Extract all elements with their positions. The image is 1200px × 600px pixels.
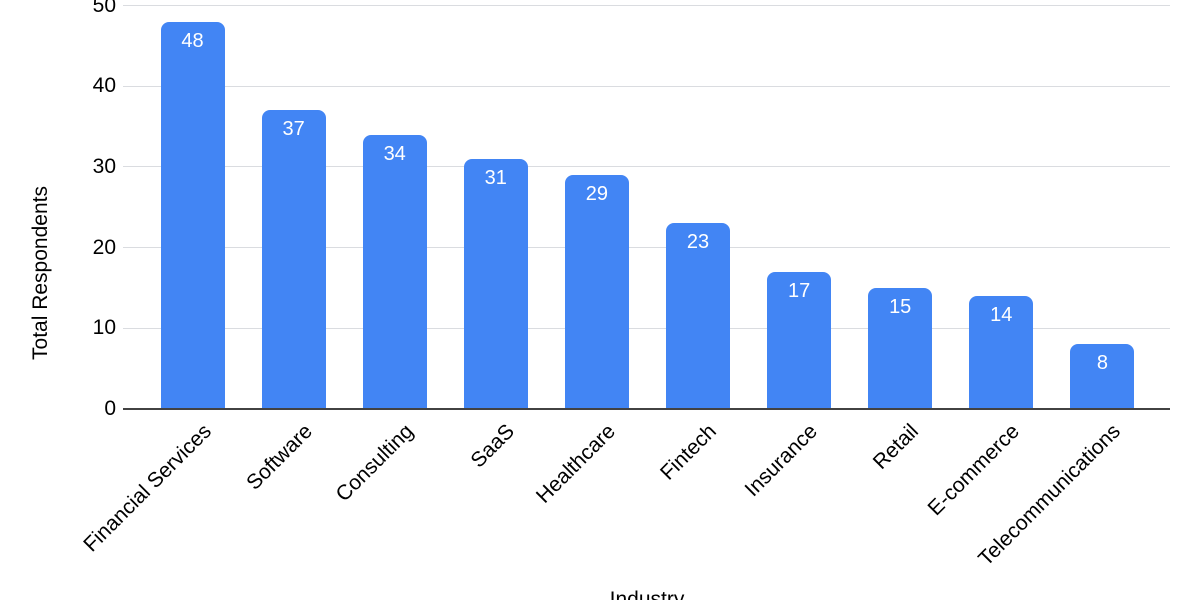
x-tick-label: Insurance xyxy=(740,419,823,502)
x-tick-label: E-commerce xyxy=(923,419,1025,521)
bar-value-label: 8 xyxy=(1096,352,1108,375)
x-tick-label: SaaS xyxy=(466,419,519,473)
bar-value-label: 29 xyxy=(585,182,609,205)
y-axis-title: Total Respondents xyxy=(29,186,52,360)
gridline xyxy=(123,327,1170,329)
bar-value-label: 15 xyxy=(889,295,912,318)
x-tick-label: Software xyxy=(241,419,317,495)
bar-value-label: 48 xyxy=(181,29,204,52)
bar: 48 xyxy=(160,21,225,409)
x-tick-label: Retail xyxy=(868,419,924,474)
gridline xyxy=(123,247,1170,249)
y-tick-label: 20 xyxy=(92,235,116,259)
bar: 8 xyxy=(1070,344,1135,409)
bar-value-label: 34 xyxy=(383,142,406,165)
bar: 23 xyxy=(666,223,730,409)
bar-value-label: 31 xyxy=(484,166,507,189)
y-tick-label: 30 xyxy=(92,154,116,178)
bar: 29 xyxy=(564,174,629,409)
bar: 37 xyxy=(261,110,326,409)
bar: 15 xyxy=(868,287,933,409)
bar: 14 xyxy=(969,296,1034,409)
bar-value-label: 37 xyxy=(282,118,305,141)
x-tick-label: Financial Services xyxy=(78,419,216,557)
bar-value-label: 14 xyxy=(990,304,1013,327)
plot-area: 48 Financial Services 37 Software 34 Consulti… xyxy=(79,0,1170,600)
x-tick-label: Healthcare xyxy=(531,419,620,508)
x-tick-label: Telecommunications xyxy=(974,419,1126,571)
gridline xyxy=(123,166,1170,168)
x-axis-title: Industry xyxy=(609,588,685,600)
x-axis-line xyxy=(123,408,1170,410)
y-tick-label: 0 xyxy=(104,397,116,420)
gridline xyxy=(123,5,1170,6)
bar: 34 xyxy=(362,134,427,409)
y-tick-label: 10 xyxy=(92,316,116,340)
x-tick-label: Consulting xyxy=(331,419,418,507)
y-tick-label: 50 xyxy=(92,0,116,17)
x-tick-label: Fintech xyxy=(656,419,721,485)
bar-value-label: 17 xyxy=(787,279,811,302)
bar: 31 xyxy=(463,158,528,409)
y-tick-label: 40 xyxy=(92,74,116,98)
bar-value-label: 23 xyxy=(686,231,710,254)
bar: 17 xyxy=(767,271,832,409)
gridline xyxy=(123,85,1170,87)
